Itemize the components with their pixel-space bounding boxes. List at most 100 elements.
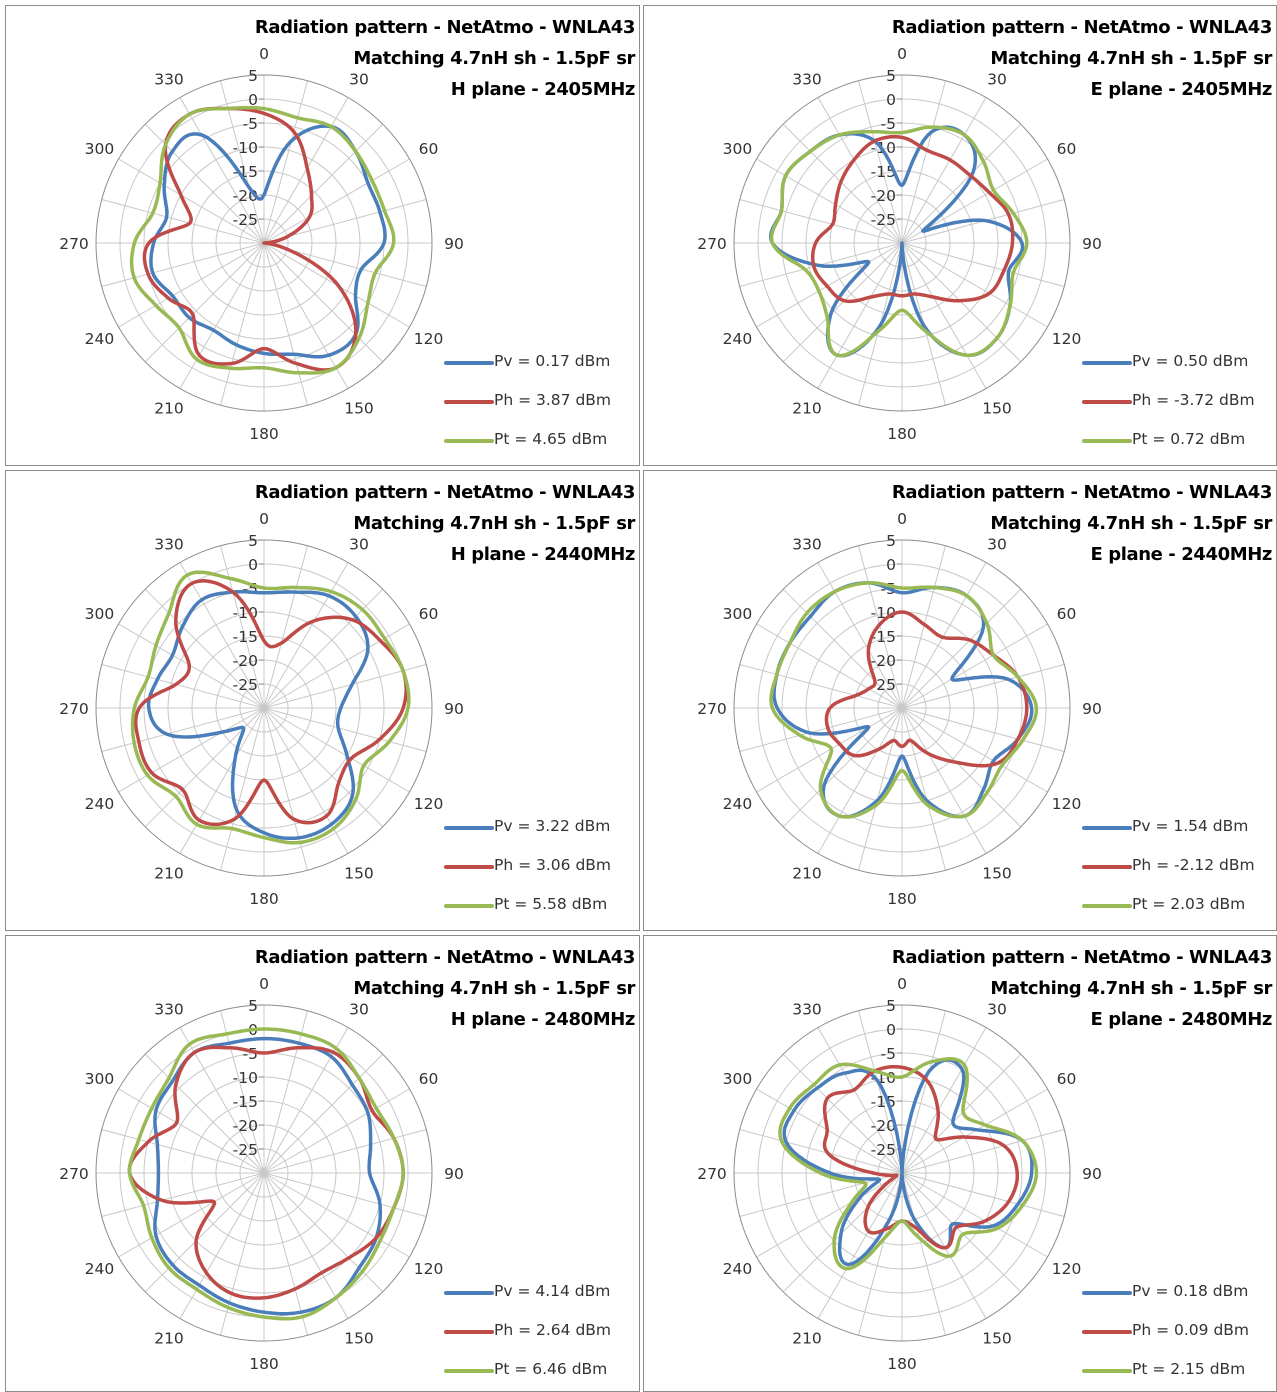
radial-gridline	[118, 707, 265, 793]
radial-tick-label: 0	[886, 556, 896, 574]
radial-gridline	[144, 242, 265, 363]
radial-tick-label: -15	[233, 628, 258, 646]
angle-tick-label: 60	[419, 1070, 439, 1088]
legend-swatch-pt	[444, 439, 494, 443]
angle-tick-label: 150	[982, 865, 1012, 883]
radial-gridline	[263, 242, 384, 363]
chart-title-line: Radiation pattern - NetAtmo - WNLA43	[891, 482, 1272, 503]
legend-swatch-pt	[1082, 439, 1132, 443]
radial-tick-label: 0	[248, 556, 258, 574]
series-line-ph	[142, 106, 358, 372]
radial-gridline	[901, 1172, 1065, 1217]
angle-tick-label: 30	[349, 1000, 369, 1018]
angle-tick-label: 210	[792, 400, 822, 418]
radial-gridline	[179, 562, 265, 709]
radial-tick-label: 0	[248, 91, 258, 109]
radial-gridline	[858, 1172, 903, 1336]
legend-swatch-pt	[444, 904, 494, 908]
radial-gridline	[817, 562, 903, 709]
polar-chart-panel: 5 0 -5 -10 -15 -20 -25 0 30 60 90 120 150 180 210 240 27…	[643, 935, 1277, 1392]
polar-chart: 50-5-10-15-20-25030609012015018021024027…	[697, 45, 1102, 443]
angle-tick-label: 30	[349, 535, 369, 553]
radial-gridline	[263, 80, 308, 244]
radial-gridline	[817, 707, 903, 854]
angle-tick-label: 210	[792, 1330, 822, 1348]
radial-gridline	[901, 1053, 1022, 1174]
angle-tick-label: 330	[154, 535, 184, 553]
series-line-ph	[127, 1045, 405, 1300]
radial-gridline	[901, 80, 946, 244]
angle-tick-label: 60	[1057, 140, 1077, 158]
radial-tick-label: -25	[871, 211, 896, 229]
chart-title: Radiation pattern - NetAtmo - WNLA43 Matc…	[892, 12, 1272, 105]
series-line-pt	[127, 1027, 405, 1321]
legend-label-pt: Pt = 6.46 dBm	[494, 1360, 608, 1378]
radial-gridline	[263, 1172, 308, 1336]
angle-tick-label: 120	[1052, 330, 1082, 348]
chart-title: Radiation pattern - NetAtmo - WNLA43 Matc…	[892, 477, 1272, 570]
chart-title-line: Matching 4.7nH sh - 1.5pF sr	[353, 513, 635, 534]
radial-tick-label: 0	[886, 91, 896, 109]
angle-tick-label: 120	[414, 1260, 444, 1278]
radial-gridline	[901, 242, 1022, 363]
radial-gridline	[263, 562, 349, 709]
legend-swatch-pv	[1082, 361, 1132, 365]
series-line-pv	[782, 1058, 1034, 1267]
legend-label-ph: Ph = -3.72 dBm	[1132, 391, 1255, 409]
radial-gridline	[263, 707, 349, 854]
angle-tick-label: 330	[154, 70, 184, 88]
radial-gridline	[817, 1027, 903, 1174]
legend-label-pv: Pv = 0.18 dBm	[1132, 1282, 1249, 1300]
radial-tick-label: 5	[248, 997, 258, 1015]
radial-gridline	[144, 1053, 265, 1174]
angle-tick-label: 210	[154, 400, 184, 418]
radial-gridline	[782, 242, 903, 363]
radial-gridline	[179, 707, 265, 854]
radial-tick-label: -20	[233, 652, 258, 670]
radial-gridline	[901, 707, 987, 854]
legend-swatch-ph	[444, 400, 494, 404]
radial-gridline	[263, 623, 410, 709]
angle-tick-label: 30	[987, 1000, 1007, 1018]
chart-title-line: H plane - 2480MHz	[450, 1009, 636, 1030]
radial-tick-label: -25	[233, 676, 258, 694]
radial-gridline	[179, 97, 265, 244]
radial-gridline	[782, 123, 903, 244]
angle-tick-label: 300	[723, 605, 753, 623]
chart-title-line: E plane - 2405MHz	[1090, 79, 1272, 100]
radial-tick-label: 5	[886, 532, 896, 550]
angle-tick-label: 240	[85, 795, 115, 813]
angle-tick-label: 330	[792, 70, 822, 88]
chart-title: Radiation pattern - NetAtmo - WNLA43 Matc…	[255, 942, 635, 1035]
radial-tick-label: 0	[886, 1021, 896, 1039]
radial-gridline	[901, 664, 1065, 709]
radial-gridline	[901, 1010, 946, 1174]
radial-gridline	[263, 1129, 427, 1174]
chart-title-line: Radiation pattern - NetAtmo - WNLA43	[891, 947, 1272, 968]
polar-chart: 50-5-10-15-20-25030609012015018021024027…	[59, 975, 464, 1373]
radial-gridline	[901, 545, 946, 709]
legend-label-ph: Ph = 0.09 dBm	[1132, 1321, 1250, 1339]
legend-label-ph: Ph = 3.06 dBm	[494, 856, 612, 874]
angle-tick-label: 120	[414, 795, 444, 813]
radial-gridline	[118, 242, 265, 328]
radial-gridline	[901, 588, 1022, 709]
angle-tick-label: 180	[249, 890, 279, 908]
chart-title-line: Radiation pattern - NetAtmo - WNLA43	[254, 947, 635, 968]
radial-gridline	[901, 242, 1065, 287]
polar-chart: 50-5-10-15-20-25030609012015018021024027…	[697, 975, 1102, 1373]
legend-swatch-pv	[1082, 826, 1132, 830]
angle-tick-label: 60	[1057, 1070, 1077, 1088]
series-line-pt	[130, 570, 411, 845]
radial-gridline	[118, 1172, 265, 1258]
legend-swatch-pv	[1082, 1291, 1132, 1295]
angle-tick-label: 180	[249, 1355, 279, 1373]
radial-gridline	[101, 242, 265, 287]
radial-gridline	[756, 1172, 903, 1258]
radial-gridline	[901, 707, 1048, 793]
angle-tick-label: 300	[723, 1070, 753, 1088]
radial-tick-label: -5	[243, 115, 258, 133]
radial-gridline	[901, 1172, 1048, 1258]
angle-tick-label: 120	[414, 330, 444, 348]
radial-gridline	[901, 562, 987, 709]
